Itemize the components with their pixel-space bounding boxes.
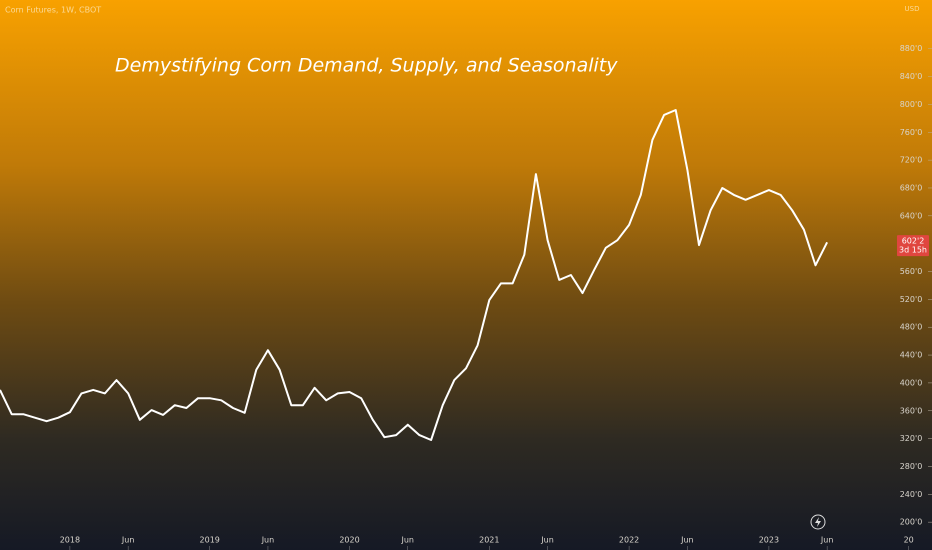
x-tick-label: 2022 — [619, 536, 639, 545]
icon-bolt[interactable] — [815, 517, 821, 527]
x-tick-label: Jun — [540, 536, 554, 545]
price-badge-label: 602'2 — [902, 237, 925, 246]
x-tick-label: 2023 — [759, 536, 779, 545]
countdown: 3d 15h — [899, 246, 927, 255]
y-tick-label: 360'0 — [900, 406, 923, 415]
x-tick-label: 2019 — [200, 536, 220, 545]
y-tick-label: 640'0 — [900, 211, 923, 220]
x-tick-label: Jun — [261, 536, 275, 545]
y-tick-label: 520'0 — [900, 295, 923, 304]
y-tick-label: 800'0 — [900, 100, 923, 109]
chart-title: Demystifying Corn Demand, Supply, and Se… — [115, 55, 618, 77]
y-tick-label: 560'0 — [900, 267, 923, 276]
icon-circle[interactable] — [810, 514, 826, 530]
currency: USD — [905, 5, 920, 13]
lightning-icon[interactable] — [810, 514, 826, 530]
x-tick-label: Jun — [680, 536, 694, 545]
x-tick-label: 2021 — [479, 536, 499, 545]
price-line — [0, 109, 828, 441]
y-tick-label: 680'0 — [900, 183, 923, 192]
x-tick-label: Jun — [820, 536, 834, 545]
y-tick-label: 200'0 — [900, 518, 923, 527]
price-badge — [897, 235, 929, 257]
x-tick-label: 20 — [904, 536, 914, 545]
x-tick-label: Jun — [121, 536, 135, 545]
x-tick-label: Jun — [401, 536, 415, 545]
y-tick-label: 840'0 — [900, 72, 923, 81]
chart-header: Corn Futures, 1W, CBOT — [5, 6, 101, 15]
y-tick-label: 720'0 — [900, 156, 923, 165]
y-tick-label: 880'0 — [900, 44, 923, 53]
y-tick-label: 760'0 — [900, 128, 923, 137]
y-tick-label: 280'0 — [900, 462, 923, 471]
y-tick-label: 320'0 — [900, 434, 923, 443]
y-tick-label: 440'0 — [900, 351, 923, 360]
x-tick-label: 2018 — [60, 536, 80, 545]
x-tick-label: 2020 — [339, 536, 359, 545]
y-tick-label: 400'0 — [900, 378, 923, 387]
y-tick-label: 480'0 — [900, 323, 923, 332]
y-tick-label: 240'0 — [900, 490, 923, 499]
